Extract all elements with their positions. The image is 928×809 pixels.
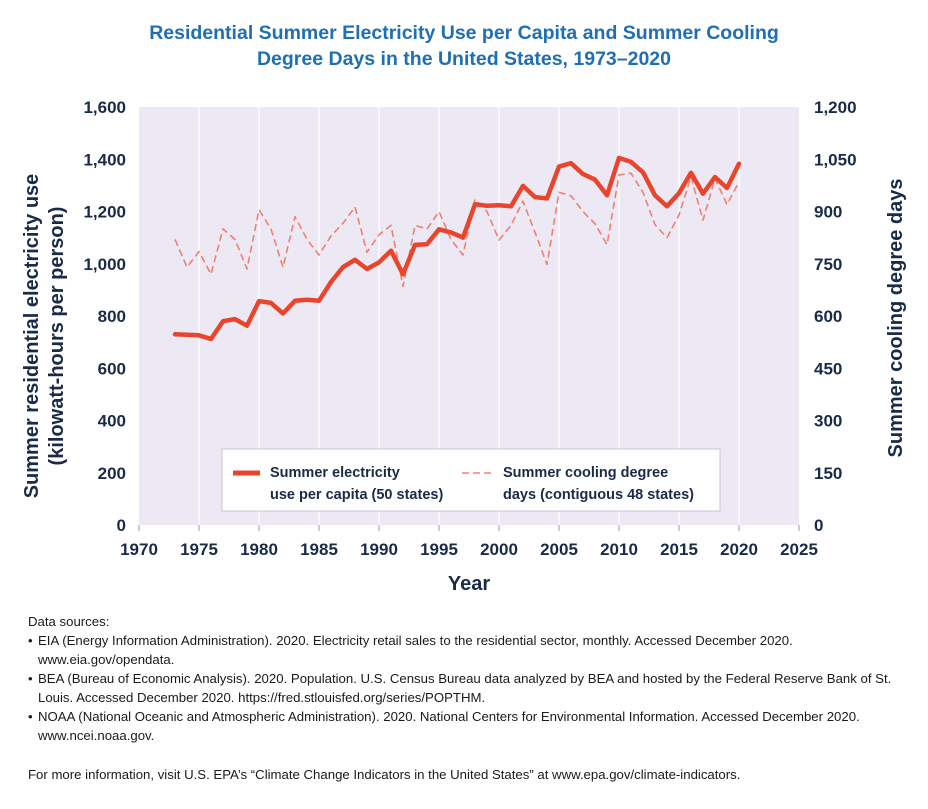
more-info-text: For more information, visit U.S. EPA’s “… — [28, 767, 741, 782]
x-tick-label: 1980 — [240, 540, 278, 559]
y-axis-right-ticks: 0 150 300 450 600 750 900 1,050 1,200 — [814, 98, 857, 535]
series-lines — [172, 155, 742, 342]
y-right-tick-label: 900 — [814, 203, 842, 222]
chart: 1970 1975 1980 1985 1990 1995 2000 2005 2010 2015… — [21, 98, 907, 595]
y-right-tick-label: 300 — [814, 412, 842, 431]
chart-title-line1: Residential Summer Electricity Use per C… — [149, 22, 779, 44]
x-tick-label: 1990 — [360, 540, 398, 559]
x-tick-label: 1970 — [120, 540, 158, 559]
x-tick-label: 2005 — [540, 540, 578, 559]
y-left-tick-label: 1,600 — [83, 98, 126, 117]
legend-electricity-label-line2: use per capita (50 states) — [270, 487, 443, 503]
y-left-tick-label: 0 — [117, 516, 126, 535]
legend-electricity-label-line1: Summer electricity — [270, 465, 400, 481]
source-item: EIA (Energy Information Administration).… — [28, 631, 908, 669]
series-line-cooling-degree-days — [174, 172, 740, 288]
series-line-electricity-use — [172, 155, 742, 342]
y-axis-left-ticks: 0 200 400 600 800 1,000 1,200 1,400 1,600 — [83, 98, 126, 535]
x-tick-label: 1975 — [180, 540, 218, 559]
y-left-tick-label: 1,400 — [83, 150, 126, 169]
x-tick-label: 1985 — [300, 540, 338, 559]
x-axis-ticks: 1970 1975 1980 1985 1990 1995 2000 2005 2010 2015… — [120, 525, 818, 559]
x-axis-title: Year — [448, 573, 490, 595]
sources-heading: Data sources: — [28, 614, 110, 629]
y-right-tick-label: 750 — [814, 255, 842, 274]
y-right-tick-label: 450 — [814, 359, 842, 378]
data-sources: Data sources: EIA (Energy Information Ad… — [28, 612, 908, 745]
x-tick-label: 2010 — [600, 540, 638, 559]
x-tick-label: 2000 — [480, 540, 518, 559]
x-tick-label: 2020 — [720, 540, 758, 559]
x-tick-label: 1995 — [420, 540, 458, 559]
x-tick-label: 2015 — [660, 540, 698, 559]
y-axis-left-title-line1: Summer residential electricity use — [21, 174, 43, 499]
legend-cdd-label-line1: Summer cooling degree — [503, 465, 668, 481]
y-axis-right-title: Summer cooling degree days — [885, 179, 907, 458]
y-axis-left-title-line2: (kilowatt-hours per person) — [46, 207, 68, 466]
x-tick-label: 2025 — [780, 540, 818, 559]
y-right-tick-label: 1,200 — [814, 98, 857, 117]
y-right-tick-label: 600 — [814, 307, 842, 326]
y-right-tick-label: 0 — [814, 516, 823, 535]
y-left-tick-label: 1,000 — [83, 255, 126, 274]
y-right-tick-label: 150 — [814, 464, 842, 483]
legend: Summer electricity use per capita (50 st… — [221, 448, 721, 512]
source-item: BEA (Bureau of Economic Analysis). 2020.… — [28, 669, 908, 707]
y-left-tick-label: 600 — [98, 359, 126, 378]
legend-box — [221, 448, 721, 512]
y-left-tick-label: 800 — [98, 307, 126, 326]
legend-cdd-label-line2: days (contiguous 48 states) — [503, 487, 694, 503]
y-left-tick-label: 1,200 — [83, 203, 126, 222]
chart-title-line2: Degree Days in the United States, 1973–2… — [256, 48, 672, 70]
y-left-tick-label: 400 — [98, 412, 126, 431]
y-right-tick-label: 1,050 — [814, 150, 857, 169]
y-left-tick-label: 200 — [98, 464, 126, 483]
source-item: NOAA (National Oceanic and Atmospheric A… — [28, 707, 908, 745]
chart-title: Residential Summer Electricity Use per C… — [90, 20, 838, 72]
